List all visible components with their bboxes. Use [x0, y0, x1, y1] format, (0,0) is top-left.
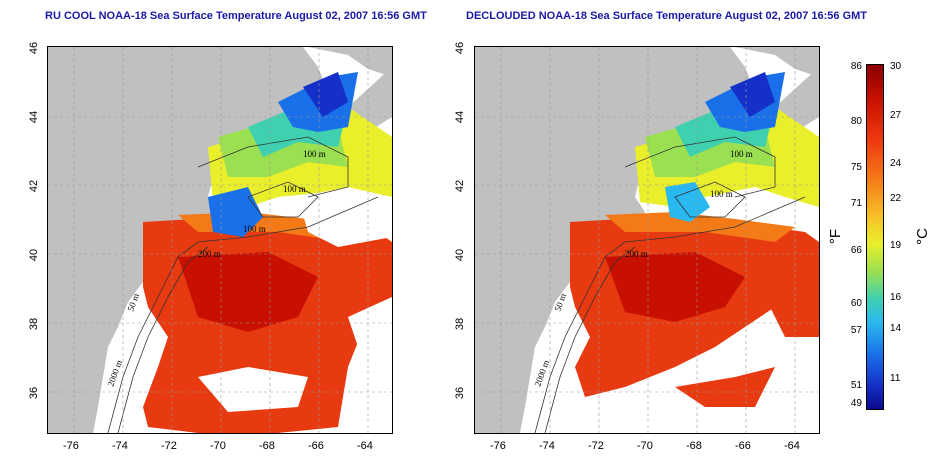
land-mass: [475, 47, 819, 77]
bathymetry-contour: [247, 181, 319, 218]
sst-deep-blue: [730, 72, 775, 117]
land-mass: [48, 47, 392, 77]
contour-label: 200 m: [625, 249, 648, 259]
cloud-patch: [348, 297, 392, 387]
sst-cold-pool: [208, 187, 263, 237]
bathymetry-contour: [197, 136, 349, 198]
bathymetry-contour: [544, 246, 636, 433]
fahrenheit-tick: 71: [850, 198, 862, 209]
celsius-tick: 16: [890, 292, 902, 303]
lat-tick: 42: [28, 179, 40, 193]
lon-tick: -64: [784, 440, 800, 452]
grid-lines: [475, 47, 819, 433]
lon-tick: -66: [735, 440, 751, 452]
contour-label: 100 m: [710, 189, 733, 199]
celsius-tick: 11: [890, 373, 901, 384]
contour-label: 100 m: [730, 149, 753, 159]
contour-label: 200 m: [198, 249, 221, 259]
lat-tick: 44: [454, 110, 466, 124]
fahrenheit-tick: 75: [850, 162, 862, 173]
lat-tick: 40: [454, 248, 466, 262]
lon-tick: -70: [210, 440, 226, 452]
celsius-tick: 30: [890, 61, 902, 72]
lon-tick: -76: [490, 440, 506, 452]
fahrenheit-tick: 80: [850, 116, 862, 127]
fahrenheit-tick: 86: [850, 61, 862, 72]
cloud-patch: [298, 187, 392, 247]
sst-warm-patch: [765, 277, 819, 337]
right-panel-title: DECLOUDED NOAA-18 Sea Surface Temperatur…: [466, 10, 868, 22]
fahrenheit-unit-label: °F: [827, 228, 845, 245]
bathymetry-contour: [117, 246, 209, 433]
left-map-canvas: 100 m 100 m 100 m 200 m 50 m 2000 m: [48, 47, 392, 433]
land-mass: [48, 47, 328, 433]
fahrenheit-tick: 57: [850, 325, 862, 336]
sst-warm-patch: [675, 367, 775, 407]
left-panel-title: RU COOL NOAA-18 Sea Surface Temperature …: [45, 10, 427, 22]
lat-tick: 36: [454, 386, 466, 400]
celsius-unit-label: °C: [913, 228, 931, 245]
fahrenheit-tick: 51: [850, 380, 862, 391]
lon-tick: -74: [112, 440, 128, 452]
lon-tick: -64: [357, 440, 373, 452]
sst-hot: [605, 252, 745, 322]
sst-orange: [605, 212, 795, 242]
lon-tick: -68: [259, 440, 275, 452]
lat-tick: 42: [454, 179, 466, 193]
celsius-tick: 22: [890, 193, 902, 204]
lat-tick: 44: [28, 110, 40, 124]
temperature-colorbar: [866, 64, 884, 410]
bathymetry-contour: [107, 196, 379, 433]
sst-deep-blue: [303, 72, 348, 117]
lat-tick: 38: [28, 317, 40, 331]
land-mass: [475, 47, 755, 433]
celsius-tick: 14: [890, 323, 902, 334]
lat-tick: 38: [454, 317, 466, 331]
lon-tick: -72: [588, 440, 604, 452]
right-map-canvas: 100 m 100 m 200 m 50 m 2000 m: [475, 47, 819, 433]
lon-tick: -66: [308, 440, 324, 452]
bathymetry-contour: [534, 196, 806, 433]
celsius-tick: 27: [890, 110, 902, 121]
cloud-patch: [198, 367, 308, 412]
lat-tick: 46: [28, 41, 40, 55]
fahrenheit-tick: 66: [850, 245, 862, 256]
lon-tick: -76: [63, 440, 79, 452]
grid-lines: [48, 47, 392, 433]
right-map: 100 m 100 m 200 m 50 m 2000 m: [474, 46, 820, 434]
lon-tick: -72: [161, 440, 177, 452]
bathymetry-contour: [674, 181, 746, 218]
bathymetry-contour: [624, 136, 776, 198]
sst-cold-pool: [665, 182, 710, 222]
left-map: 100 m 100 m 100 m 200 m 50 m 2000 m: [47, 46, 393, 434]
lon-tick: -68: [686, 440, 702, 452]
lon-tick: -70: [637, 440, 653, 452]
lat-tick: 46: [454, 41, 466, 55]
contour-label: 100 m: [243, 224, 266, 234]
fahrenheit-tick: 49: [850, 398, 862, 409]
fahrenheit-tick: 60: [850, 298, 862, 309]
celsius-tick: 24: [890, 158, 902, 169]
sst-hot: [178, 252, 318, 332]
contour-label: 100 m: [283, 184, 306, 194]
celsius-tick: 19: [890, 240, 902, 251]
lat-tick: 36: [28, 386, 40, 400]
lon-tick: -74: [539, 440, 555, 452]
lat-tick: 40: [28, 248, 40, 262]
contour-label: 100 m: [303, 149, 326, 159]
